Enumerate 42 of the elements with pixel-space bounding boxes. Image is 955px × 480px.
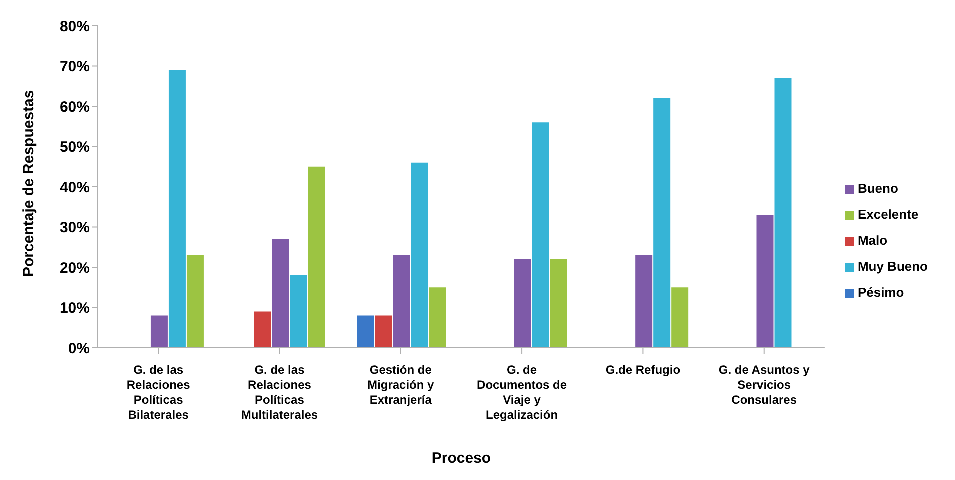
bar: [411, 162, 428, 348]
bar: [429, 288, 446, 348]
x-tick-label: Gestión de Migración y Extranjería: [368, 363, 435, 407]
bar: [654, 98, 671, 348]
x-tick-label: G. de Documentos de Viaje y Legalización: [477, 363, 568, 422]
bar: [168, 70, 186, 348]
y-tick-label: 30%: [60, 220, 90, 237]
legend-label: Excelente: [858, 206, 919, 222]
y-tick-label: 10%: [60, 300, 90, 318]
bar: [514, 259, 532, 348]
bar: [186, 255, 204, 348]
bar: [290, 276, 308, 348]
bar: [774, 78, 792, 348]
legend-label: Pésimo: [858, 284, 904, 300]
x-tick-label: G. de las Relaciones Políticas Multilaterales: [241, 363, 318, 422]
legend-label: Muy Bueno: [858, 258, 928, 274]
y-tick-label: 20%: [60, 260, 90, 277]
bar: [550, 259, 568, 348]
y-tick-label: 0%: [68, 340, 90, 358]
legend-label: Malo: [858, 232, 888, 248]
bar: [672, 288, 689, 348]
bar: [375, 316, 392, 348]
bar: [756, 215, 774, 348]
bar: [254, 312, 272, 348]
bar: [636, 255, 653, 348]
x-tick-label: G. de las Relaciones Políticas Bilaterales: [126, 363, 191, 422]
x-tick-label: G. de Asuntos y Servicios Consulares: [718, 363, 810, 407]
y-tick-label: 70%: [60, 58, 90, 76]
x-axis-title: Proceso: [432, 450, 492, 467]
bar: [308, 166, 326, 348]
y-tick-label: 40%: [60, 179, 90, 196]
bar: [393, 255, 410, 348]
y-axis-title: Porcentaje de Respuestas: [20, 90, 38, 277]
bar: [357, 316, 374, 348]
bar: [150, 316, 168, 348]
y-tick-label: 60%: [60, 98, 90, 116]
legend-label: Bueno: [858, 180, 898, 196]
x-tick-label: G.de Refugio: [606, 363, 681, 377]
y-tick-label: 50%: [60, 139, 90, 156]
bar: [532, 122, 550, 348]
y-tick-label: 80%: [60, 18, 90, 36]
bar: [272, 239, 290, 348]
